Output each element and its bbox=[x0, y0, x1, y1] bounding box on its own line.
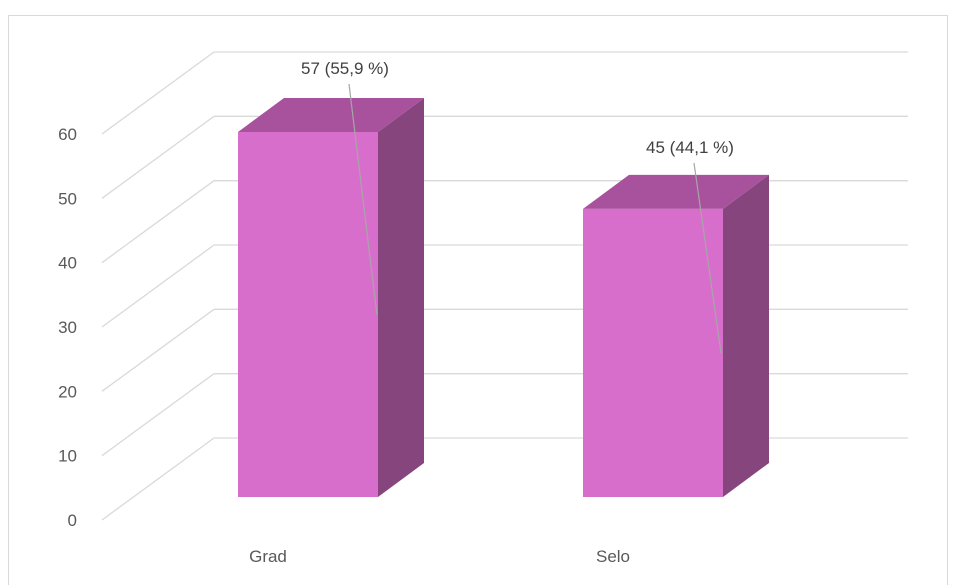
gridline-floor bbox=[102, 52, 214, 134]
gridline-floor bbox=[102, 116, 214, 198]
y-tick-label: 20 bbox=[58, 382, 77, 401]
gridline-floor bbox=[102, 309, 214, 391]
gridline-floor bbox=[102, 181, 214, 263]
data-label: 45 (44,1 %) bbox=[646, 138, 734, 157]
bar-side bbox=[723, 175, 769, 497]
y-tick-label: 30 bbox=[58, 318, 77, 337]
bar-side bbox=[378, 98, 424, 497]
y-tick-label: 60 bbox=[58, 125, 77, 144]
gridline-floor bbox=[102, 438, 214, 520]
y-axis-ticks: 0 10 20 30 40 50 60 bbox=[58, 125, 77, 530]
bar-front bbox=[238, 132, 378, 497]
bar-front bbox=[583, 209, 723, 497]
y-tick-label: 10 bbox=[58, 447, 77, 466]
y-tick-label: 40 bbox=[58, 254, 77, 273]
data-label: 57 (55,9 %) bbox=[301, 59, 389, 78]
gridline-floor bbox=[102, 245, 214, 327]
x-axis-categories: Grad Selo bbox=[249, 547, 630, 566]
x-category-label: Grad bbox=[249, 547, 287, 566]
y-tick-label: 50 bbox=[58, 189, 77, 208]
gridline-floor bbox=[102, 374, 214, 456]
x-category-label: Selo bbox=[596, 547, 630, 566]
y-tick-label: 0 bbox=[68, 511, 77, 530]
gridlines bbox=[102, 52, 908, 520]
